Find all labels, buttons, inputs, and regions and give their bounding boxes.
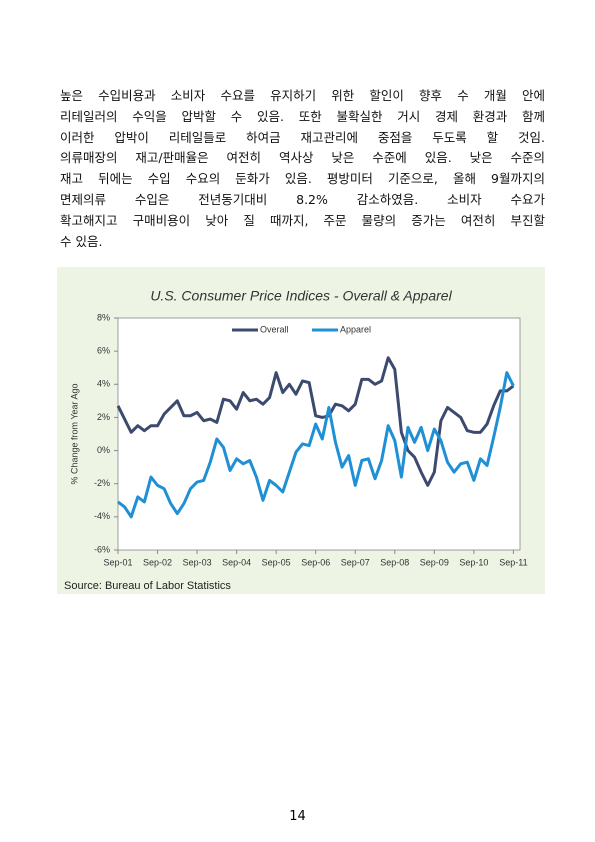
x-tick-label: Sep-05 [262, 557, 291, 567]
x-tick-label: Sep-07 [341, 557, 370, 567]
text-line: 의류매장의 재고/판매율은 여전히 역사상 낮은 수준에 있음. 낮은 수준의 [60, 150, 545, 166]
text-line: 확고해지고 구매비용이 낮아 질 때까지, 주문 물량의 증가는 여전히 부진할 [60, 212, 545, 228]
x-tick-label: Sep-04 [222, 557, 251, 567]
x-tick-label: Sep-02 [143, 557, 172, 567]
x-tick-label: Sep-09 [420, 557, 449, 567]
x-tick-label: Sep-06 [301, 557, 330, 567]
source: Source: Bureau of Labor Statistics [64, 580, 231, 592]
x-tick-label: Sep-01 [103, 557, 132, 567]
y-tick-label: 6% [97, 346, 110, 356]
data-line [116, 356, 515, 487]
chart-title: U.S. Consumer Price Indices - Overall & … [150, 288, 452, 304]
y-tick-label: -2% [94, 478, 110, 488]
y-tick-label: -4% [94, 511, 110, 521]
y-tick-label: 2% [97, 412, 110, 422]
y-tick-label: 0% [97, 445, 110, 455]
chart: U.S. Consumer Price Indices - Overall & … [64, 288, 528, 592]
x-tick-label: Sep-08 [380, 557, 409, 567]
text-line: 리테일러의 수익을 압박할 수 있음. 또한 불확실한 거시 경제 환경과 함께 [60, 108, 545, 124]
legend-label: Overall [260, 324, 289, 334]
page-number: 14 [289, 809, 306, 824]
text-line: 재고 뒤에는 수입 수요의 둔화가 있음. 평방미터 기준으로, 올해 9월까지… [60, 171, 545, 187]
text-line: 면제의류 수입은 전년동기대비 8.2% 감소하였음. 소비자 수요가 [60, 191, 545, 207]
x-tick-label: Sep-10 [459, 557, 488, 567]
text-line: 수 있음. [60, 233, 103, 249]
y-axis-label: % Change from Year Ago [69, 383, 79, 484]
text-line: 이러한 압박이 리테일들로 하여금 재고관리에 중점을 두도록 할 것임. [60, 129, 545, 145]
chart-figure: U.S. Consumer Price Indices - Overall & … [57, 267, 545, 594]
y-tick-label: 4% [97, 379, 110, 389]
y-tick-label: -6% [94, 544, 110, 554]
x-tick-label: Sep-03 [183, 557, 212, 567]
legend-label: Apparel [340, 324, 371, 334]
data-line [117, 371, 515, 519]
text-line: 높은 수입비용과 소비자 수요를 유지하기 위한 할인이 향후 수 개월 안에 [60, 88, 545, 103]
y-tick-label: 8% [97, 312, 110, 322]
x-tick-label: Sep-11 [499, 557, 527, 567]
